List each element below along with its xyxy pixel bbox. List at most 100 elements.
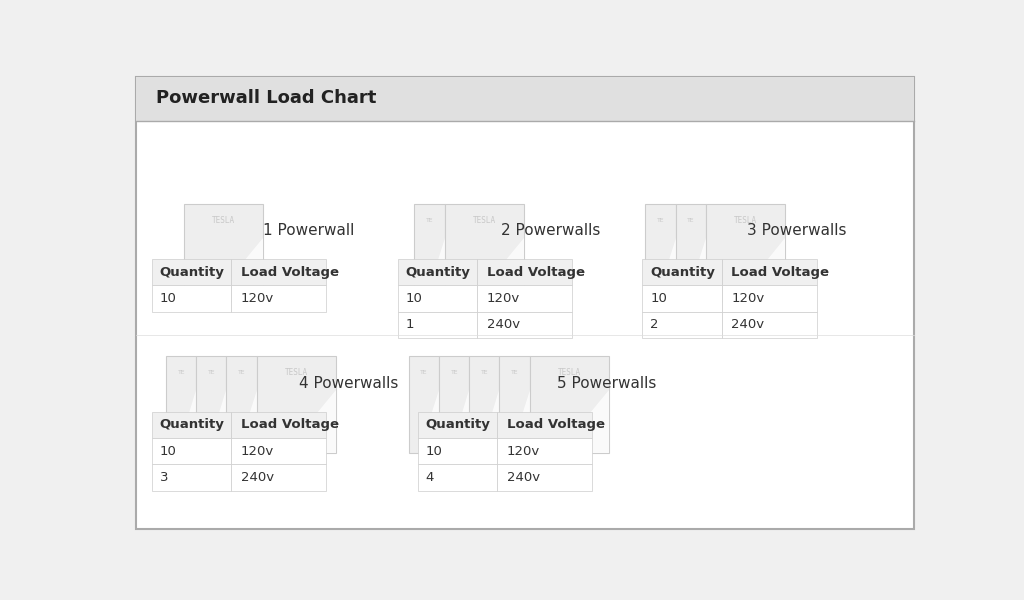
Text: 3 Powerwalls: 3 Powerwalls xyxy=(748,223,847,238)
Text: 10: 10 xyxy=(160,445,176,458)
Polygon shape xyxy=(557,390,609,453)
FancyBboxPatch shape xyxy=(409,356,439,453)
FancyBboxPatch shape xyxy=(152,286,231,312)
FancyBboxPatch shape xyxy=(642,286,722,312)
FancyBboxPatch shape xyxy=(642,312,722,338)
Text: TE: TE xyxy=(426,218,433,223)
Text: Load Voltage: Load Voltage xyxy=(486,266,585,279)
FancyBboxPatch shape xyxy=(152,438,231,464)
FancyBboxPatch shape xyxy=(642,259,722,286)
Polygon shape xyxy=(472,238,524,301)
Text: TE: TE xyxy=(238,370,245,375)
Text: TESLA: TESLA xyxy=(473,215,496,224)
FancyBboxPatch shape xyxy=(529,356,609,453)
Polygon shape xyxy=(211,238,263,301)
FancyBboxPatch shape xyxy=(418,412,497,438)
FancyBboxPatch shape xyxy=(722,286,817,312)
Text: TE: TE xyxy=(656,218,665,223)
FancyBboxPatch shape xyxy=(397,259,477,286)
Text: Powerwall Load Chart: Powerwall Load Chart xyxy=(156,89,376,107)
FancyBboxPatch shape xyxy=(477,286,572,312)
Text: 240v: 240v xyxy=(486,319,520,331)
Text: Quantity: Quantity xyxy=(160,266,224,279)
FancyBboxPatch shape xyxy=(415,203,444,301)
FancyBboxPatch shape xyxy=(231,259,327,286)
FancyBboxPatch shape xyxy=(226,356,257,453)
FancyBboxPatch shape xyxy=(497,464,592,491)
Text: Quantity: Quantity xyxy=(160,418,224,431)
FancyBboxPatch shape xyxy=(152,464,231,491)
FancyBboxPatch shape xyxy=(397,312,477,338)
Polygon shape xyxy=(207,390,226,453)
Text: TESLA: TESLA xyxy=(734,215,757,224)
Text: 240v: 240v xyxy=(507,471,540,484)
FancyBboxPatch shape xyxy=(136,77,913,529)
FancyBboxPatch shape xyxy=(497,412,592,438)
FancyBboxPatch shape xyxy=(444,203,524,301)
Text: TE: TE xyxy=(177,370,185,375)
FancyBboxPatch shape xyxy=(676,203,706,301)
Text: 4 Powerwalls: 4 Powerwalls xyxy=(299,376,398,391)
Polygon shape xyxy=(285,390,336,453)
Text: TE: TE xyxy=(451,370,458,375)
Polygon shape xyxy=(686,238,706,301)
FancyBboxPatch shape xyxy=(231,412,327,438)
FancyBboxPatch shape xyxy=(152,412,231,438)
Text: 240v: 240v xyxy=(241,471,273,484)
FancyBboxPatch shape xyxy=(439,356,469,453)
Text: TE: TE xyxy=(208,370,215,375)
FancyBboxPatch shape xyxy=(152,259,231,286)
Text: 3: 3 xyxy=(160,471,168,484)
Text: 10: 10 xyxy=(650,292,667,305)
Polygon shape xyxy=(237,390,257,453)
Text: TESLA: TESLA xyxy=(212,215,234,224)
Text: Load Voltage: Load Voltage xyxy=(241,266,339,279)
Text: Quantity: Quantity xyxy=(426,418,490,431)
FancyBboxPatch shape xyxy=(166,356,197,453)
Text: 1 Powerwall: 1 Powerwall xyxy=(263,223,354,238)
Text: TE: TE xyxy=(480,370,488,375)
Text: 240v: 240v xyxy=(731,319,764,331)
FancyBboxPatch shape xyxy=(231,286,327,312)
Text: 10: 10 xyxy=(160,292,176,305)
FancyBboxPatch shape xyxy=(722,312,817,338)
FancyBboxPatch shape xyxy=(418,464,497,491)
FancyBboxPatch shape xyxy=(397,286,477,312)
Text: 120v: 120v xyxy=(731,292,764,305)
Polygon shape xyxy=(425,238,444,301)
FancyBboxPatch shape xyxy=(257,356,336,453)
FancyBboxPatch shape xyxy=(645,203,676,301)
Text: Load Voltage: Load Voltage xyxy=(507,418,604,431)
FancyBboxPatch shape xyxy=(197,356,226,453)
FancyBboxPatch shape xyxy=(706,203,785,301)
FancyBboxPatch shape xyxy=(231,438,327,464)
FancyBboxPatch shape xyxy=(183,203,263,301)
Text: 10: 10 xyxy=(406,292,423,305)
Text: 1: 1 xyxy=(406,319,415,331)
Polygon shape xyxy=(450,390,469,453)
Text: 120v: 120v xyxy=(507,445,540,458)
Text: TE: TE xyxy=(687,218,694,223)
Text: Quantity: Quantity xyxy=(406,266,471,279)
Polygon shape xyxy=(420,390,439,453)
Text: 120v: 120v xyxy=(241,445,274,458)
FancyBboxPatch shape xyxy=(231,464,327,491)
Text: 120v: 120v xyxy=(486,292,520,305)
FancyBboxPatch shape xyxy=(469,356,500,453)
Text: 2: 2 xyxy=(650,319,658,331)
FancyBboxPatch shape xyxy=(722,259,817,286)
Text: TESLA: TESLA xyxy=(558,368,581,377)
Polygon shape xyxy=(510,390,529,453)
Text: Load Voltage: Load Voltage xyxy=(241,418,339,431)
FancyBboxPatch shape xyxy=(497,438,592,464)
Text: 4: 4 xyxy=(426,471,434,484)
Text: 2 Powerwalls: 2 Powerwalls xyxy=(501,223,600,238)
Text: TE: TE xyxy=(511,370,518,375)
FancyBboxPatch shape xyxy=(500,356,529,453)
FancyBboxPatch shape xyxy=(477,312,572,338)
Text: Load Voltage: Load Voltage xyxy=(731,266,829,279)
FancyBboxPatch shape xyxy=(136,77,913,121)
Text: 10: 10 xyxy=(426,445,442,458)
Text: Quantity: Quantity xyxy=(650,266,715,279)
Polygon shape xyxy=(177,390,197,453)
